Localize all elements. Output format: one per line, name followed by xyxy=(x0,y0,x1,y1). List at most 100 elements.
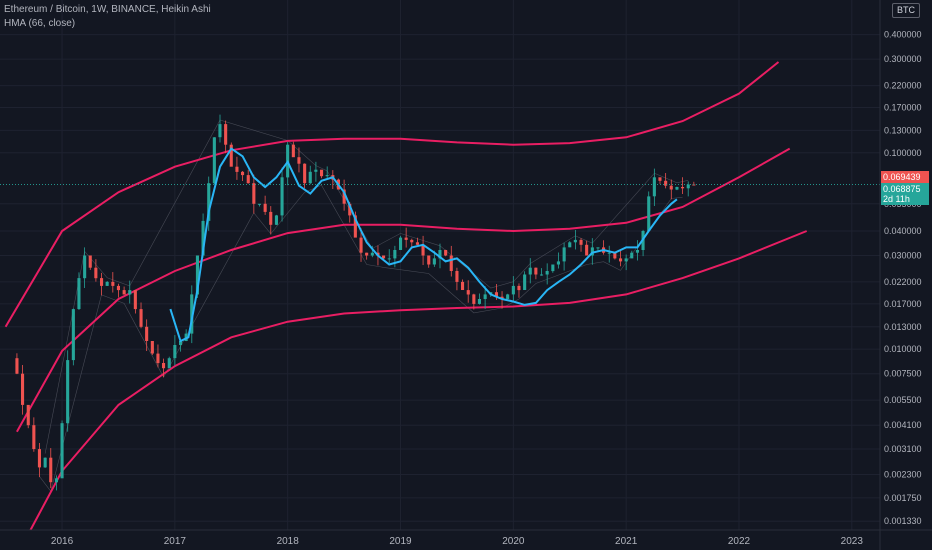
candle-body xyxy=(162,363,166,369)
currency-badge[interactable]: BTC xyxy=(892,3,920,18)
candle-body xyxy=(579,239,583,245)
x-tick-label: 2018 xyxy=(277,536,300,547)
candle-body xyxy=(94,267,98,279)
current-price-value: 0.068875 xyxy=(883,184,921,194)
candle-body xyxy=(664,180,668,186)
candle-body xyxy=(466,290,470,295)
candle-body xyxy=(449,255,453,271)
candle-body xyxy=(100,278,104,286)
candle-body xyxy=(195,255,199,295)
candle-body xyxy=(43,457,47,468)
hma-line xyxy=(169,147,678,343)
candle-body xyxy=(122,290,126,295)
candle-body xyxy=(556,261,560,265)
candle-body xyxy=(669,185,673,190)
hma-layer xyxy=(169,147,678,343)
symbol-title[interactable]: Ethereum / Bitcoin, 1W, BINANCE, Heikin … xyxy=(4,4,211,15)
trendline-lower xyxy=(39,184,683,492)
y-tick-label: 0.400000 xyxy=(884,30,922,40)
candle-body xyxy=(540,274,544,276)
candle-body xyxy=(257,203,261,205)
y-tick-label: 0.017000 xyxy=(884,299,922,309)
candle-body xyxy=(60,423,64,479)
candle-body xyxy=(421,244,425,256)
candle-body xyxy=(246,175,250,184)
candle-body xyxy=(320,169,324,177)
channel-middle-line xyxy=(16,147,791,433)
candle-body xyxy=(534,267,538,275)
candle-body xyxy=(139,309,143,327)
candle-body xyxy=(15,358,19,374)
candle-body xyxy=(681,187,685,189)
indicator-label[interactable]: HMA (66, close) xyxy=(4,18,76,29)
candle-body xyxy=(229,144,233,167)
price-axis-bg xyxy=(880,0,932,550)
candle-body xyxy=(410,239,414,243)
candle-body xyxy=(26,404,30,426)
y-tick-label: 0.005500 xyxy=(884,395,922,405)
x-tick-label: 2017 xyxy=(164,536,187,547)
candle-body xyxy=(83,255,87,279)
y-tick-label: 0.220000 xyxy=(884,81,922,91)
candle-body xyxy=(613,252,617,259)
y-tick-label: 0.001750 xyxy=(884,493,922,503)
candle-body xyxy=(274,215,278,225)
candle-body xyxy=(201,220,205,256)
candle-body xyxy=(635,250,639,253)
candle-body xyxy=(54,478,58,483)
candle-body xyxy=(179,341,183,345)
y-tick-label: 0.300000 xyxy=(884,54,922,64)
candle-body xyxy=(393,250,397,259)
candle-body xyxy=(624,258,628,262)
candle-body xyxy=(472,294,476,304)
candle-body xyxy=(71,309,75,361)
candle-body xyxy=(325,175,329,177)
y-tick-label: 0.003100 xyxy=(884,444,922,454)
candle-body xyxy=(77,278,81,309)
price-axis[interactable]: 0.400000 0.300000 0.220000 0.170000 0.130000… xyxy=(879,0,932,550)
candle-body xyxy=(365,252,369,256)
candle-body xyxy=(21,373,25,405)
candle-body xyxy=(66,360,70,424)
candle-body xyxy=(528,267,532,275)
candle-body xyxy=(427,255,431,265)
time-axis[interactable]: 2016 2017 2018 2019 2020 2021 2022 2023 xyxy=(0,529,932,547)
candle-body xyxy=(511,285,515,295)
candle-body xyxy=(415,242,419,245)
candle-body xyxy=(32,425,36,449)
candle-body xyxy=(658,177,662,181)
last-close-label: 0.069439 xyxy=(881,171,929,183)
y-tick-label: 0.013000 xyxy=(884,322,922,332)
candle-body xyxy=(224,124,228,145)
y-tick-label: 0.010000 xyxy=(884,344,922,354)
candle-body xyxy=(387,258,391,260)
candle-body xyxy=(314,169,318,172)
x-tick-label: 2023 xyxy=(841,536,864,547)
x-tick-label: 2022 xyxy=(728,536,751,547)
candle-body xyxy=(675,187,679,190)
candle-body xyxy=(432,258,436,265)
candle-body xyxy=(461,281,465,290)
candle-body xyxy=(686,184,690,189)
candle-body xyxy=(37,449,41,468)
candle-body xyxy=(263,203,267,212)
candle-body xyxy=(167,358,171,369)
candle-body xyxy=(585,244,589,256)
last-close-value: 0.069439 xyxy=(883,172,921,182)
candle-body xyxy=(619,258,623,262)
x-tick-label: 2021 xyxy=(615,536,638,547)
candle-body xyxy=(218,124,222,138)
channel-lower-line xyxy=(29,230,808,531)
candle-body xyxy=(506,294,510,299)
y-tick-label: 0.170000 xyxy=(884,103,922,113)
x-tick-label: 2019 xyxy=(389,536,412,547)
y-tick-label: 0.001330 xyxy=(884,516,922,526)
candle-body xyxy=(241,171,245,176)
candle-body xyxy=(303,163,307,184)
x-tick-label: 2016 xyxy=(51,536,74,547)
candle-body xyxy=(105,281,109,286)
candle-body xyxy=(269,211,273,225)
candle-body xyxy=(359,237,363,253)
candle-body xyxy=(404,237,408,240)
